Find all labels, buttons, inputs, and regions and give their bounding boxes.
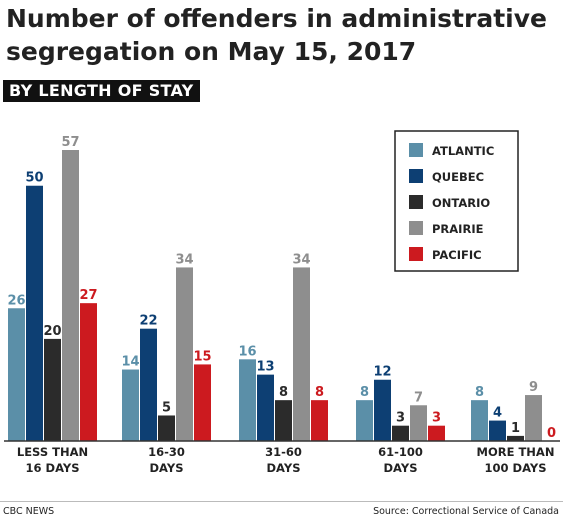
value-label-pacific-2: 8 xyxy=(315,385,324,400)
value-label-ontario-2: 8 xyxy=(279,385,288,400)
legend: ATLANTIC QUEBEC ONTARIO PRAIRIE PACIFIC xyxy=(394,130,519,272)
bar-quebec-4 xyxy=(489,420,506,441)
value-label-prairie-1: 34 xyxy=(175,252,193,267)
bar-quebec-2 xyxy=(257,374,274,441)
bar-ontario-2 xyxy=(275,400,292,441)
value-label-prairie-4: 9 xyxy=(529,380,538,395)
bar-pacific-1 xyxy=(194,364,211,441)
bar-quebec-3 xyxy=(374,379,391,441)
bar-quebec-0 xyxy=(26,185,43,441)
chart-subtitle: BY LENGTH OF STAY xyxy=(3,80,200,102)
value-label-quebec-0: 50 xyxy=(25,171,43,186)
value-label-atlantic-3: 8 xyxy=(360,385,369,400)
value-label-ontario-3: 3 xyxy=(396,411,405,426)
legend-swatch-prairie xyxy=(409,221,423,235)
value-label-prairie-3: 7 xyxy=(414,390,423,405)
bar-quebec-1 xyxy=(140,328,157,441)
x-tick-label-0-1: 16 DAYS xyxy=(26,461,80,475)
value-label-atlantic-4: 8 xyxy=(475,385,484,400)
bar-atlantic-4 xyxy=(471,400,488,441)
value-label-ontario-1: 5 xyxy=(162,400,171,415)
bar-atlantic-1 xyxy=(122,369,139,441)
bar-prairie-2 xyxy=(293,267,310,441)
legend-label-pacific: PACIFIC xyxy=(432,248,482,262)
value-label-atlantic-1: 14 xyxy=(121,355,139,370)
value-label-quebec-1: 22 xyxy=(139,314,157,329)
value-label-atlantic-2: 16 xyxy=(238,344,256,359)
bar-pacific-0 xyxy=(80,303,97,441)
x-tick-label-2-1: DAYS xyxy=(267,461,301,475)
x-tick-label-3-1: DAYS xyxy=(384,461,418,475)
footer-source: Source: Correctional Service of Canada xyxy=(373,506,559,517)
bar-prairie-1 xyxy=(176,267,193,441)
bar-atlantic-3 xyxy=(356,400,373,441)
footer-divider xyxy=(0,501,563,502)
bar-ontario-0 xyxy=(44,338,61,441)
x-tick-label-3-0: 61-100 xyxy=(378,445,423,459)
bar-prairie-3 xyxy=(410,405,427,441)
legend-label-atlantic: ATLANTIC xyxy=(432,144,494,158)
value-label-quebec-3: 12 xyxy=(373,365,391,380)
value-label-prairie-0: 57 xyxy=(61,135,79,150)
x-tick-label-0-0: LESS THAN xyxy=(17,445,88,459)
bar-pacific-3 xyxy=(428,425,445,441)
value-label-pacific-1: 15 xyxy=(193,349,211,364)
chart-title: Number of offenders in administrative se… xyxy=(6,4,547,66)
bar-ontario-3 xyxy=(392,425,409,441)
legend-label-prairie: PRAIRIE xyxy=(432,222,484,236)
bars-layer xyxy=(8,150,542,441)
value-label-quebec-4: 4 xyxy=(493,406,502,421)
x-tick-label-4-0: MORE THAN xyxy=(477,445,555,459)
legend-swatch-pacific xyxy=(409,247,423,261)
value-label-pacific-0: 27 xyxy=(79,288,97,303)
value-label-pacific-4: 0 xyxy=(547,426,556,441)
bar-ontario-1 xyxy=(158,415,175,441)
bar-prairie-0 xyxy=(62,150,79,441)
legend-label-quebec: QUEBEC xyxy=(432,170,484,184)
value-label-prairie-2: 34 xyxy=(292,252,310,267)
x-tick-label-1-0: 16-30 xyxy=(148,445,185,459)
value-label-ontario-4: 1 xyxy=(511,421,520,436)
bar-atlantic-2 xyxy=(239,359,256,441)
legend-swatch-quebec xyxy=(409,169,423,183)
value-label-atlantic-0: 26 xyxy=(7,293,25,308)
x-tick-label-2-0: 31-60 xyxy=(265,445,302,459)
value-label-ontario-0: 20 xyxy=(43,324,61,339)
bar-prairie-4 xyxy=(525,395,542,441)
legend-swatch-atlantic xyxy=(409,143,423,157)
x-tick-label-4-1: 100 DAYS xyxy=(485,461,547,475)
legend-swatch-ontario xyxy=(409,195,423,209)
bar-ontario-4 xyxy=(507,435,524,441)
bar-atlantic-0 xyxy=(8,308,25,441)
x-tick-labels-layer: LESS THAN 16 DAYS 16-30 DAYS 31-60 DAYS 61-100… xyxy=(17,445,555,475)
bar-pacific-2 xyxy=(311,400,328,441)
footer-credit: CBC NEWS xyxy=(3,506,55,517)
legend-label-ontario: ONTARIO xyxy=(432,196,490,210)
x-tick-label-1-1: DAYS xyxy=(150,461,184,475)
value-label-quebec-2: 13 xyxy=(256,360,274,375)
value-label-pacific-3: 3 xyxy=(432,411,441,426)
